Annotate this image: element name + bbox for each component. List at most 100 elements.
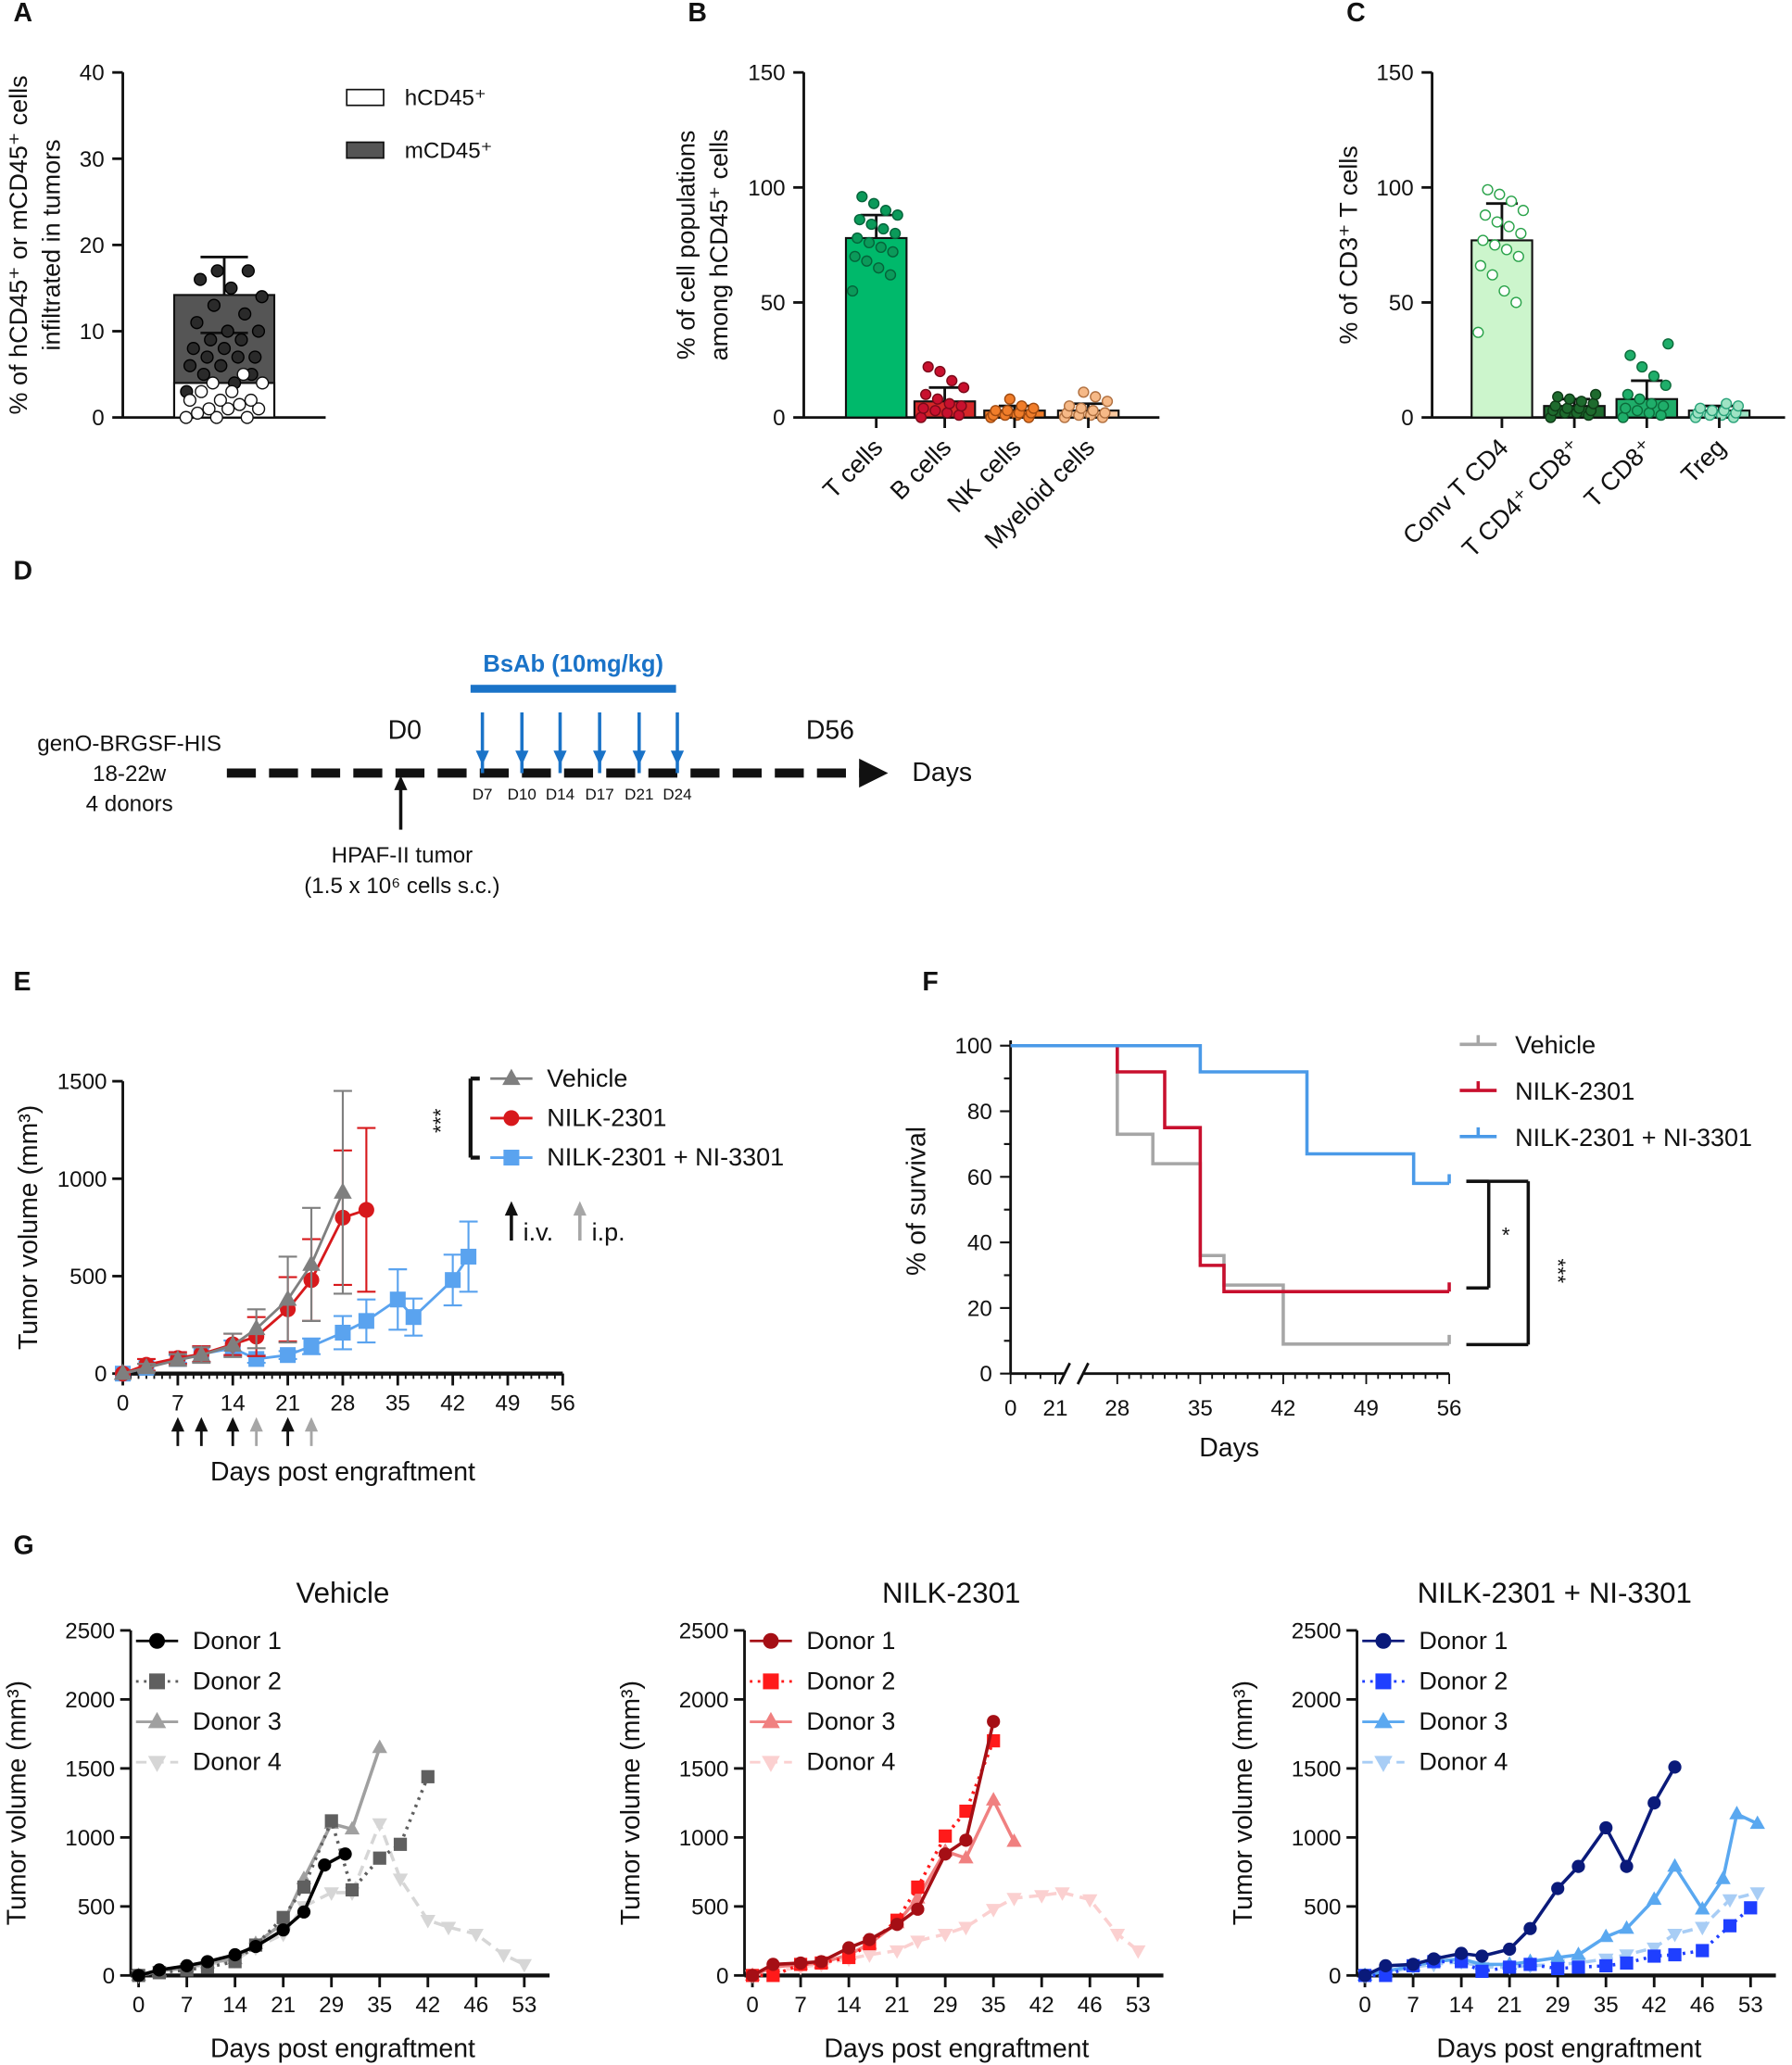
legend-label: Donor 3 — [193, 1707, 282, 1735]
data-point-donor-3 — [1006, 1832, 1022, 1847]
data-point-b-cells — [922, 360, 934, 373]
data-point-donor-1 — [766, 1958, 780, 1971]
data-point-vehicle — [137, 1357, 156, 1375]
y-tick-label: 1500 — [65, 1757, 115, 1782]
legend-swatch-mcd45 — [346, 141, 385, 159]
data-point-myeloid-cells — [1090, 391, 1102, 403]
x-axis-label: Days post engraftment — [824, 2034, 1089, 2063]
x-tick-label: 35 — [1594, 1993, 1619, 2018]
data-point-hcd45 — [206, 376, 220, 390]
data-point-t-cells — [891, 209, 903, 221]
data-point-mcd45 — [207, 298, 221, 312]
data-point-nilk-2301-ni-3301 — [405, 1309, 422, 1326]
data-point-donor-3 — [1647, 1891, 1662, 1906]
data-point-donor-3 — [1715, 1870, 1731, 1884]
data-point-t-cells — [853, 213, 865, 226]
y-axis-label: % of cell populations — [673, 131, 700, 360]
x-tick-label: 14 — [221, 1391, 246, 1416]
dose-day-label: D21 — [625, 786, 653, 803]
legend-label: mCD45⁺ — [405, 139, 493, 164]
y-tick-label: 500 — [1304, 1895, 1341, 1920]
dose-day-label: D17 — [586, 786, 614, 803]
start-day-label: D0 — [388, 715, 422, 745]
legend-marker-donor-2 — [763, 1673, 779, 1690]
y-tick-label: 60 — [967, 1165, 992, 1190]
x-tick-label: 21 — [885, 1993, 910, 2018]
dose-arrow-head — [670, 750, 685, 765]
data-point-conv-t-cd4 — [1491, 216, 1503, 228]
data-point-donor-3 — [1695, 1900, 1710, 1915]
data-point-donor-1 — [228, 1947, 242, 1962]
data-point-mcd45 — [248, 350, 262, 364]
data-point-donor-1 — [1599, 1820, 1613, 1835]
data-point-hcd45 — [179, 410, 193, 424]
data-point-donor-1 — [338, 1847, 352, 1861]
x-tick-label: 14 — [222, 1993, 247, 2018]
data-point-donor-4 — [1006, 1893, 1022, 1907]
data-point-donor-4 — [372, 1818, 387, 1832]
data-point-mcd45 — [241, 264, 255, 278]
x-tick-label: 35 — [1188, 1396, 1213, 1421]
data-point-b-cells — [917, 402, 929, 414]
data-point-nilk-2301-ni-3301 — [303, 1338, 320, 1354]
end-day-label: D56 — [806, 715, 854, 745]
x-axis-label: Days — [1199, 1433, 1259, 1463]
y-tick-label: 500 — [69, 1265, 107, 1290]
data-point-donor-1 — [1668, 1760, 1682, 1774]
data-point-vehicle — [302, 1254, 321, 1271]
data-point-mcd45 — [183, 359, 197, 372]
data-point-donor-2 — [421, 1769, 435, 1783]
y-tick-label: 30 — [80, 147, 105, 172]
data-point-mcd45 — [196, 367, 210, 382]
dose-arrow-head — [475, 750, 489, 765]
y-tick-label: 0 — [103, 1964, 115, 1989]
data-point-donor-4 — [889, 1945, 905, 1959]
data-point-t-cells — [873, 262, 885, 274]
legend-marker-donor-4 — [147, 1756, 167, 1772]
y-axis-label: % of CD3⁺ T cells — [1335, 145, 1363, 344]
data-point-donor-2 — [372, 1851, 386, 1865]
data-point-t-cd8 — [1655, 409, 1667, 422]
y-tick-label: 150 — [748, 61, 785, 86]
data-point-donor-4 — [440, 1921, 457, 1936]
data-point-donor-2 — [1696, 1944, 1710, 1958]
y-tick-label: 1000 — [65, 1826, 115, 1851]
data-point-donor-2 — [911, 1880, 925, 1895]
x-tick-label: 7 — [794, 1993, 806, 2018]
data-point-t-cd4-cd8 — [1549, 400, 1561, 412]
dose-day-label: D24 — [663, 786, 691, 803]
y-tick-label: 1000 — [57, 1167, 107, 1192]
data-point-t-cd8 — [1658, 400, 1670, 412]
data-point-t-cells — [884, 269, 897, 281]
y-axis-label: Tumor volume (mm³) — [1229, 1681, 1258, 1925]
data-point-donor-4 — [986, 1904, 1002, 1918]
data-point-treg — [1706, 405, 1718, 417]
data-point-donor-1 — [911, 1902, 925, 1916]
data-point-mcd45 — [238, 307, 252, 321]
y-tick-label: 1500 — [679, 1757, 729, 1782]
x-tick-label: 46 — [463, 1993, 488, 2018]
data-point-t-cd4-cd8 — [1563, 393, 1576, 405]
data-point-t-cd4-cd8 — [1561, 402, 1573, 414]
y-axis-label: among hCD45⁺ cells — [705, 129, 733, 360]
panel-label-g: G — [14, 1530, 34, 1560]
data-point-mcd45 — [224, 281, 238, 296]
data-point-donor-2 — [842, 1950, 856, 1965]
x-tick-label: 7 — [1407, 1993, 1419, 2018]
data-point-b-cells — [931, 393, 944, 405]
data-point-donor-4 — [910, 1935, 926, 1949]
data-point-donor-1 — [1475, 1949, 1489, 1963]
data-point-mcd45 — [190, 316, 204, 330]
data-point-conv-t-cd4 — [1512, 250, 1524, 262]
legend-label: NILK-2301 + NI-3301 — [1515, 1124, 1752, 1152]
data-point-b-cells — [920, 388, 932, 400]
data-point-donor-1 — [842, 1941, 856, 1955]
data-point-donor-2 — [393, 1837, 408, 1851]
data-point-t-cd8 — [1636, 360, 1648, 373]
data-point-donor-1 — [939, 1847, 953, 1861]
series-line-donor-4 — [138, 1819, 525, 1978]
x-tick-label: 42 — [1642, 1993, 1667, 2018]
data-point-donor-1 — [318, 1858, 332, 1872]
dose-day-label: D7 — [473, 786, 493, 803]
legend-marker-donor-2 — [1375, 1673, 1392, 1690]
